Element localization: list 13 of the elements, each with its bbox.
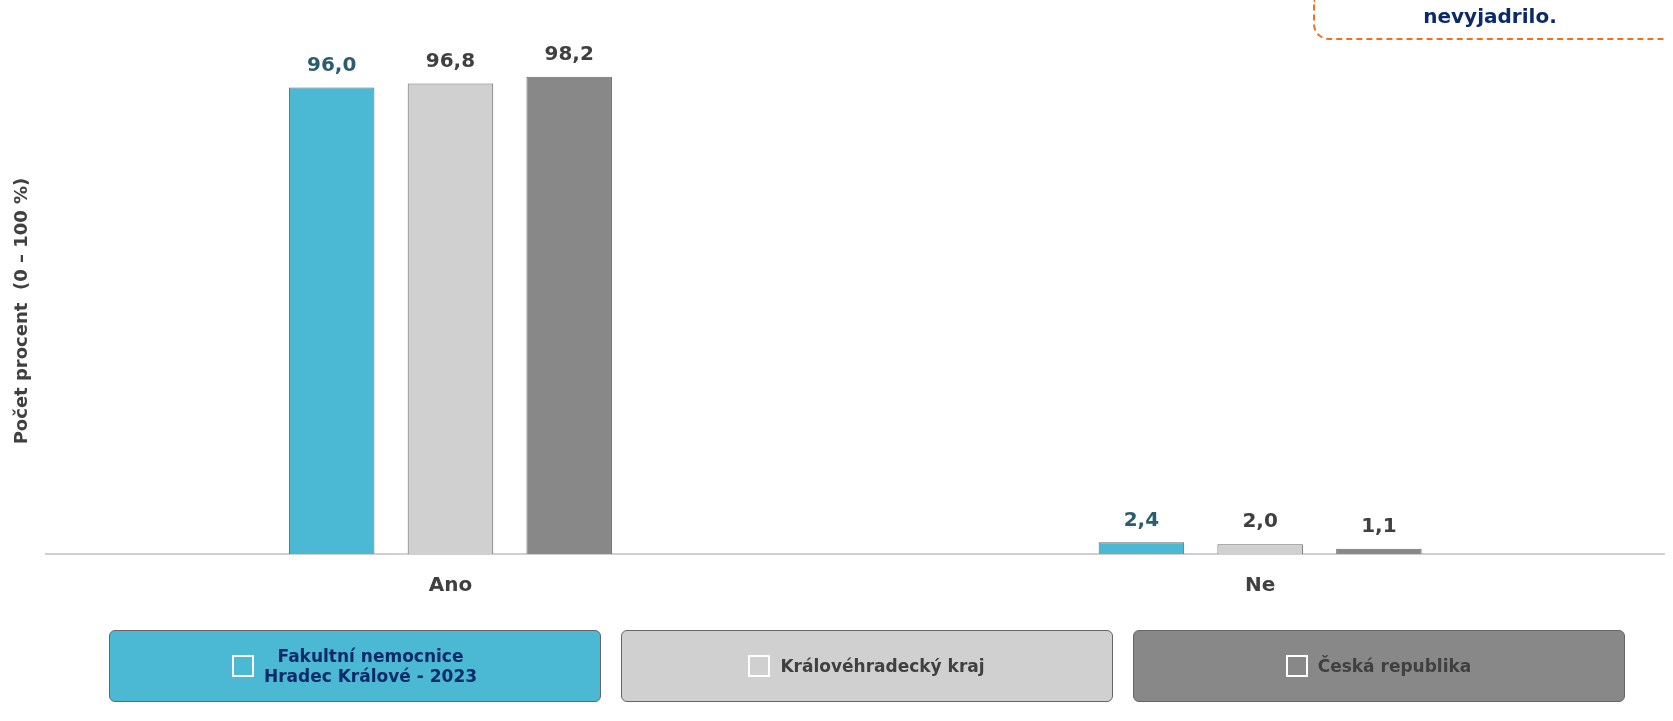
data-label: 96,8: [425, 47, 476, 72]
legend-label: Česká republika: [1317, 656, 1472, 676]
data-label: 1,1: [1361, 512, 1397, 537]
text: nevyjadrilo.: [1313, 0, 1665, 40]
y-axis-title: Počet procent (0 – 100 %): [10, 177, 32, 445]
data-label: 2,4: [1123, 506, 1160, 531]
x-tick-label: Ano: [428, 572, 473, 597]
legend-label: Fakultní nemocnice Hradec Králové - 2023: [263, 646, 478, 686]
x-tick-label: Ne: [1244, 572, 1276, 597]
data-label: 96,0: [307, 51, 357, 76]
legend-label: Královéhradecký kraj: [780, 656, 985, 676]
data-label: 98,2: [544, 40, 594, 65]
data-label: 2,0: [1242, 508, 1278, 533]
